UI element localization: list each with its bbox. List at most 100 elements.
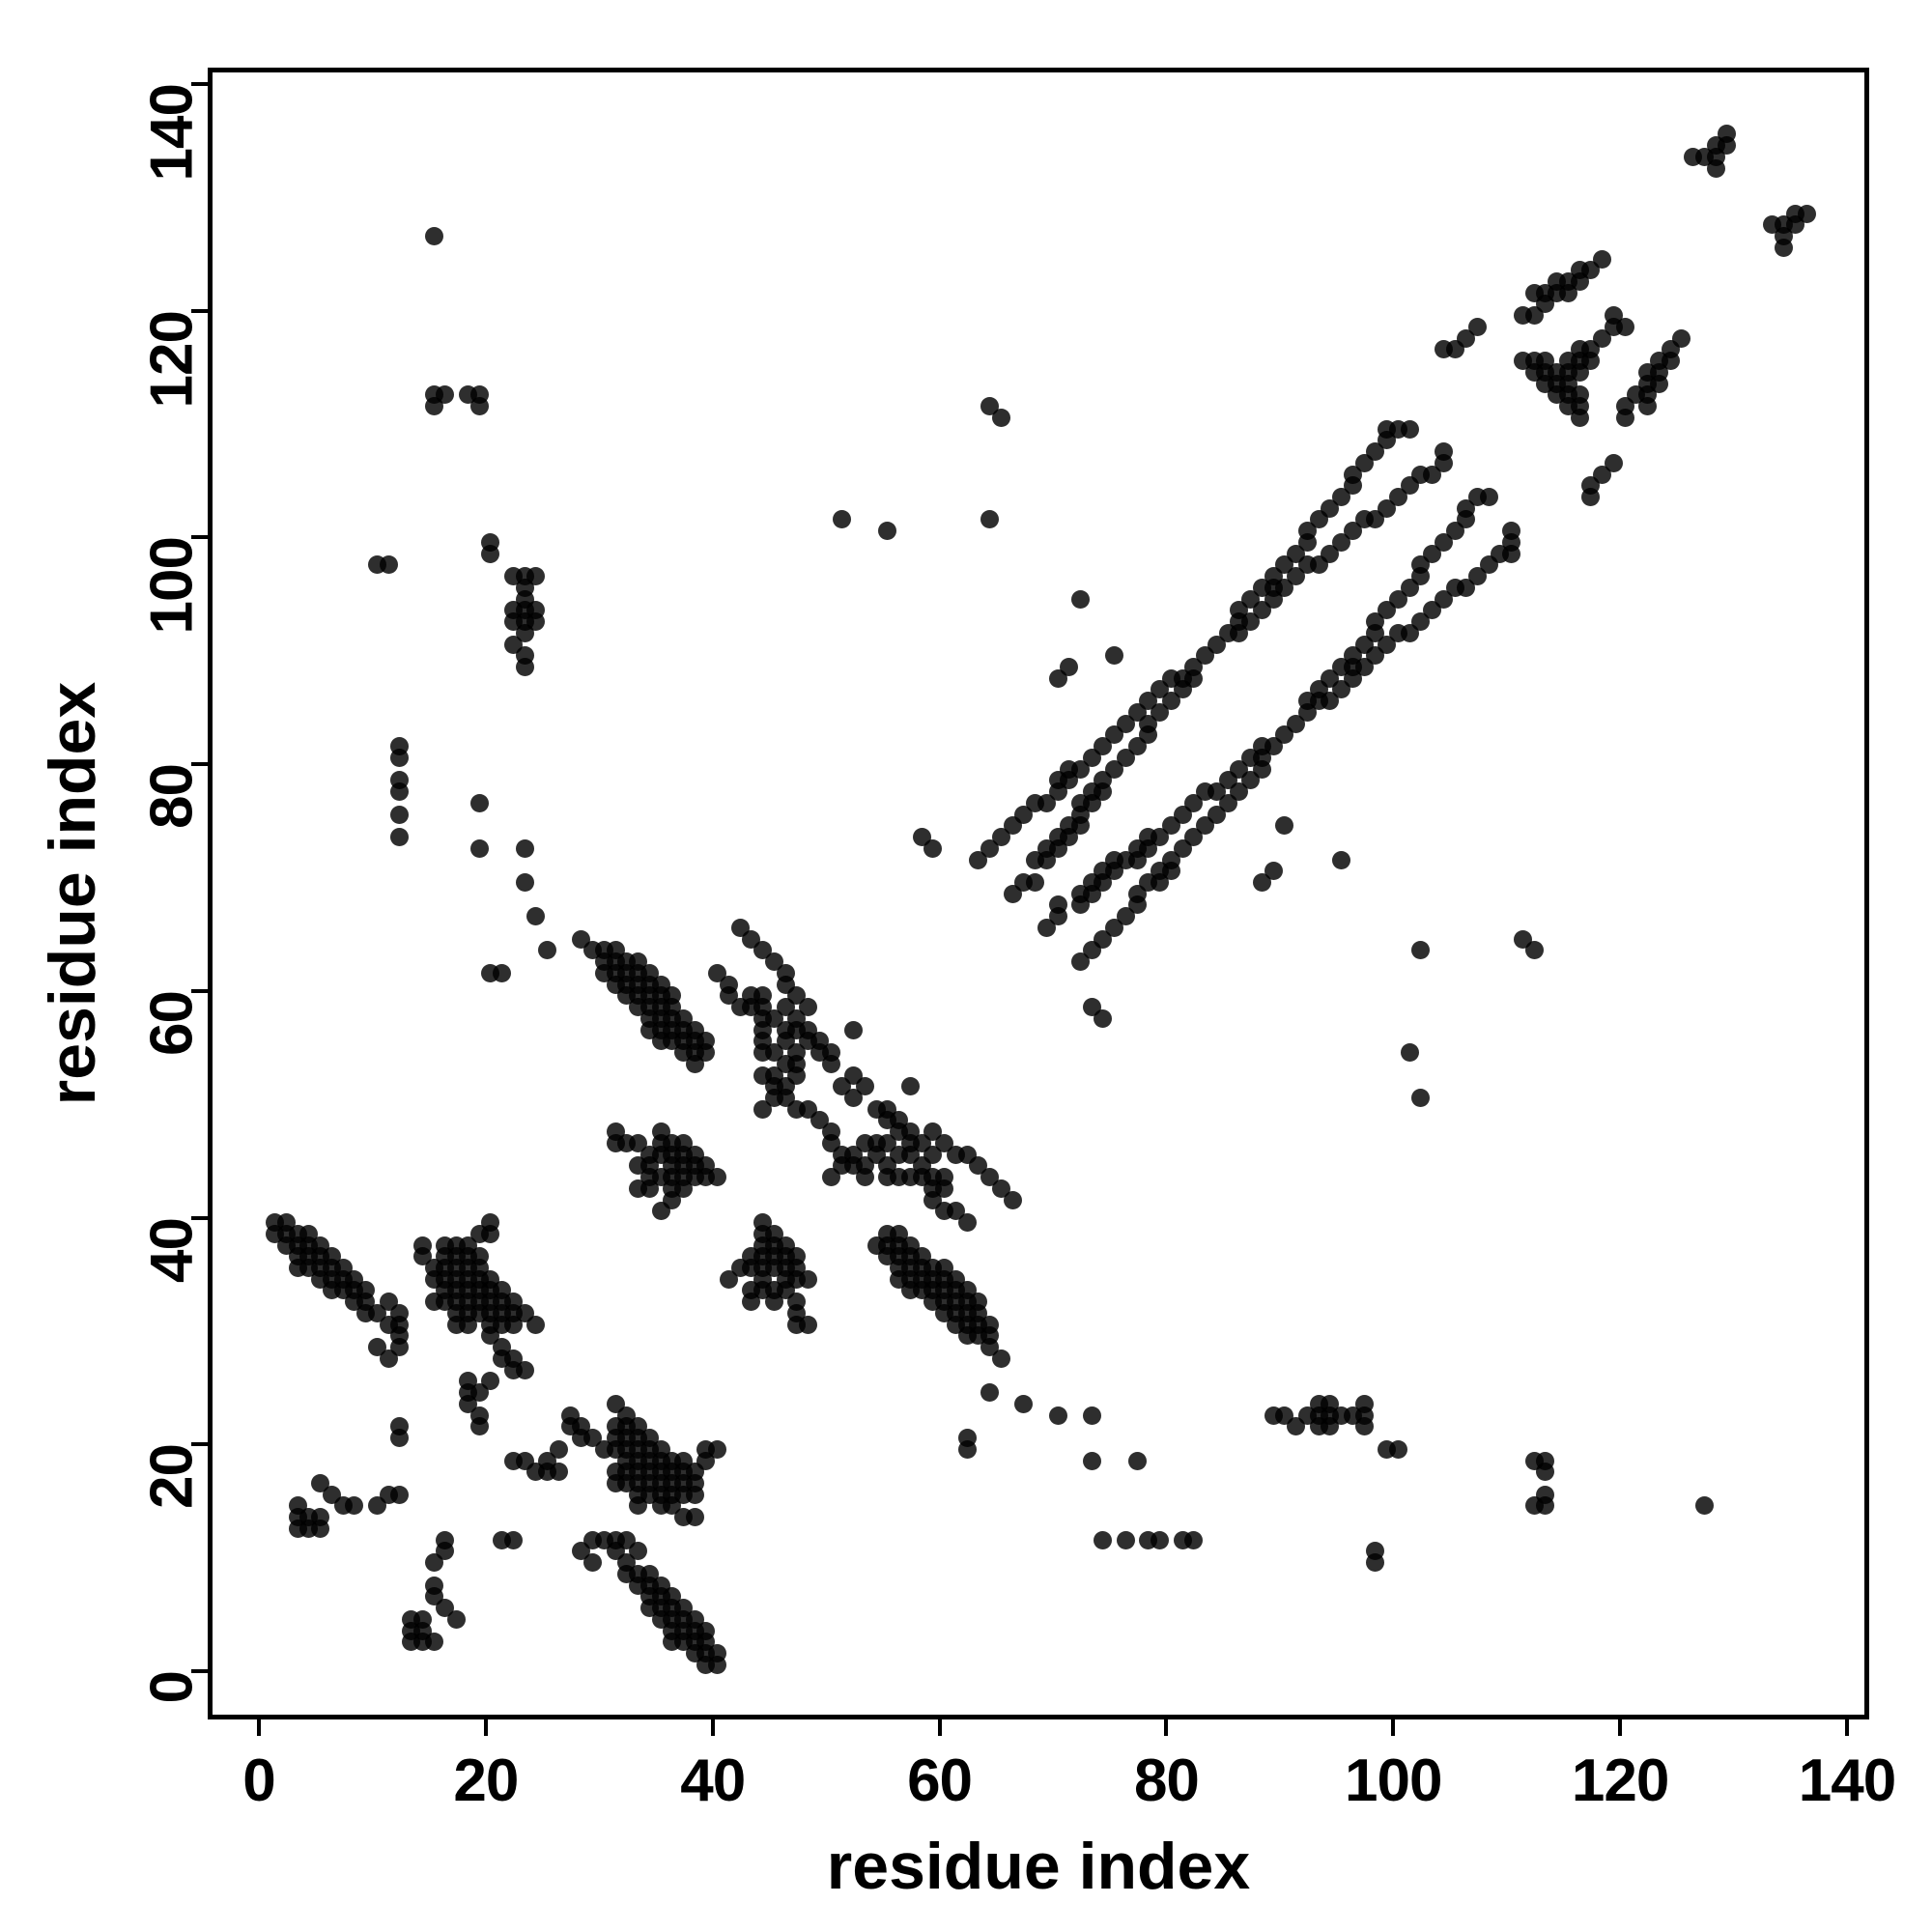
data-point: [1105, 850, 1124, 869]
data-point: [583, 1553, 603, 1573]
data-point: [436, 1530, 455, 1549]
y-tick-mark: [191, 308, 208, 313]
data-point: [606, 952, 625, 972]
data-point: [594, 963, 613, 982]
data-point: [629, 975, 647, 994]
data-point: [935, 1202, 954, 1221]
data-point: [890, 1269, 909, 1289]
data-point: [787, 1020, 807, 1039]
data-point: [1105, 646, 1124, 666]
data-point: [515, 658, 534, 677]
data-point: [402, 1633, 421, 1652]
data-point: [481, 1293, 500, 1312]
data-point: [424, 1576, 443, 1595]
data-point: [1094, 1009, 1113, 1028]
data-point: [1070, 884, 1090, 903]
x-tick-label: 0: [242, 1747, 275, 1814]
data-point: [379, 1293, 398, 1312]
x-tick-mark: [1164, 1719, 1169, 1736]
data-point: [1343, 522, 1362, 541]
data-point: [1694, 1496, 1714, 1516]
data-point: [1400, 419, 1419, 439]
data-point: [878, 522, 897, 541]
data-point: [322, 1281, 341, 1300]
data-point: [1252, 873, 1271, 892]
data-point: [1321, 692, 1340, 711]
data-point: [1502, 544, 1521, 563]
data-point: [390, 771, 410, 790]
y-axis-label: residue index: [36, 681, 109, 1106]
y-tick-mark: [191, 1215, 208, 1220]
data-point: [311, 1473, 330, 1492]
x-tick-label: 40: [680, 1747, 746, 1814]
data-point: [1070, 952, 1090, 972]
data-point: [651, 998, 670, 1017]
data-point: [708, 1439, 727, 1459]
data-point: [1026, 873, 1044, 892]
data-point: [855, 1156, 874, 1176]
y-tick-label: 140: [138, 84, 206, 182]
data-point: [980, 1383, 1000, 1403]
data-point: [799, 998, 818, 1017]
data-point: [1604, 453, 1623, 472]
data-point: [390, 805, 410, 824]
data-point: [1252, 748, 1271, 767]
y-tick-mark: [191, 82, 208, 86]
data-point: [469, 793, 489, 812]
data-point: [1332, 658, 1351, 677]
data-point: [685, 1145, 704, 1164]
data-point: [799, 1032, 818, 1051]
data-point: [844, 1020, 864, 1039]
data-point: [617, 1553, 637, 1573]
data-point: [447, 1281, 467, 1300]
data-point: [1672, 328, 1691, 348]
data-point: [821, 1122, 840, 1142]
y-tick-label: 80: [138, 764, 206, 830]
data-point: [1297, 692, 1317, 711]
data-point: [606, 1133, 625, 1152]
data-point: [1070, 589, 1090, 609]
data-point: [629, 1542, 647, 1561]
data-point: [719, 986, 738, 1006]
data-point: [980, 397, 1000, 416]
data-point: [412, 1236, 432, 1255]
data-point: [1151, 1530, 1170, 1549]
data-point: [787, 1293, 807, 1312]
x-tick-mark: [1618, 1719, 1623, 1736]
data-point: [1775, 215, 1794, 235]
data-point: [1116, 1530, 1135, 1549]
data-point: [1570, 385, 1589, 405]
data-point: [685, 1485, 704, 1504]
data-point: [1070, 816, 1090, 836]
data-point: [753, 1020, 773, 1039]
data-point: [923, 838, 943, 858]
data-point: [776, 998, 795, 1017]
data-point: [594, 1439, 613, 1459]
data-point: [991, 1349, 1010, 1368]
data-point: [424, 1259, 443, 1277]
data-point: [469, 397, 489, 416]
data-point: [515, 589, 534, 609]
data-point: [1332, 850, 1351, 869]
x-tick-mark: [257, 1719, 261, 1736]
data-point: [390, 828, 410, 847]
data-point: [663, 1179, 682, 1198]
data-point: [696, 1655, 716, 1674]
data-point: [1037, 850, 1056, 869]
data-point: [1434, 442, 1453, 462]
data-point: [1615, 397, 1634, 416]
data-point: [436, 1236, 455, 1255]
data-point: [923, 1145, 943, 1164]
data-point: [935, 1133, 954, 1152]
data-point: [594, 1530, 613, 1549]
data-point: [481, 544, 500, 563]
data-point: [685, 1020, 704, 1039]
data-point: [673, 1451, 693, 1470]
y-tick-label: 0: [138, 1671, 206, 1704]
data-point: [1275, 816, 1294, 836]
data-point: [390, 1417, 410, 1436]
data-point: [639, 986, 659, 1006]
y-tick-label: 120: [138, 310, 206, 409]
data-point: [685, 1463, 704, 1482]
data-point: [900, 1281, 920, 1300]
